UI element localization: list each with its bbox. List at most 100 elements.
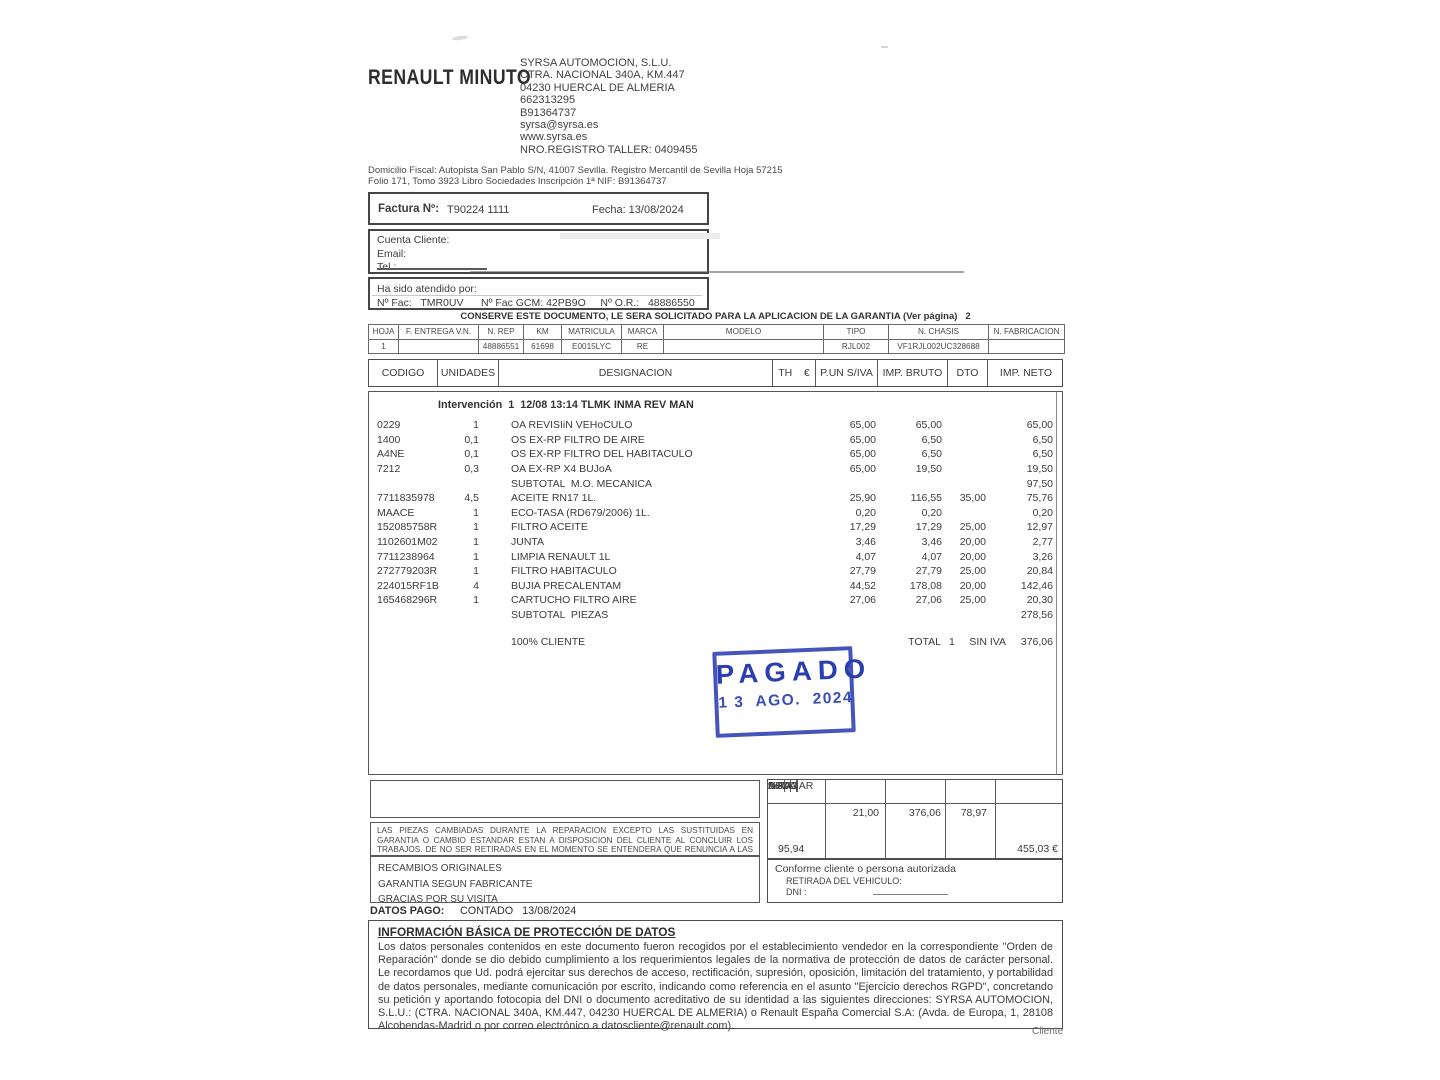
invoice-number-box: Factura Nº: T90224 1111 Fecha: 13/08/202…: [368, 192, 709, 225]
table-row: SUBTOTAL M.O. MECANICA 97,50: [369, 476, 1064, 491]
vehicle-value-cell: 48886551: [479, 339, 524, 353]
gracias-line: GRACIAS POR SU VISITA: [378, 894, 498, 905]
table-row: 7711835978 4,5 ACEITE RN17 1L. 25,90 116…: [369, 491, 1064, 506]
vehicle-header-cell: F. ENTREGA V.N.: [399, 325, 479, 340]
customer-approval-box: Conforme cliente o persona autorizada RE…: [767, 859, 1063, 903]
item-gross-amount: 27,06: [915, 594, 942, 607]
items-header-cell: CODIGO: [369, 360, 438, 386]
table-row: SUBTOTAL PIEZAS 278,56: [369, 608, 1064, 623]
items-right-rule: [1056, 392, 1057, 774]
item-discount: 35,00: [959, 492, 986, 505]
totals-column-rule: [885, 780, 886, 858]
payment-value: CONTADO 13/08/2024: [460, 905, 577, 917]
vehicle-header-cell: HOJA: [369, 325, 399, 340]
vehicle-value-cell: VF1RJL002UC328688: [889, 339, 989, 353]
item-code: MAACE: [377, 506, 415, 519]
cliente-footer-label: Cliente: [1032, 1026, 1064, 1037]
item-unit-price: 44,52: [849, 579, 876, 592]
divider: [372, 295, 702, 296]
approval-title: Conforme cliente o persona autorizada: [775, 863, 956, 875]
item-gross-amount: 116,55: [910, 492, 942, 505]
item-gross-amount: 6,50: [921, 448, 942, 461]
sin-iva-label: SIN IVA: [969, 636, 1006, 648]
item-designation: OS EX-RP FILTRO DE AIRE: [511, 433, 645, 446]
company-info-line: CTRA. NACIONAL 340A, KM.447: [520, 69, 685, 82]
totals-header-cell: A PAGAR: [768, 780, 814, 792]
client-account-label: Cuenta Cliente:: [377, 234, 450, 246]
item-code: 0229: [377, 419, 401, 432]
item-gross-amount: 3,46: [921, 536, 942, 549]
items-table-header-row: CODIGO UNIDADES DESIGNACION TH € P.UN S/IVA I…: [368, 359, 1063, 387]
total-label: TOTAL: [908, 636, 941, 648]
items-header-cell: UNIDADES: [438, 360, 499, 386]
privacy-info-box: INFORMACIÓN BÁSICA DE PROTECCIÓN DE DATO…: [368, 920, 1063, 1032]
item-gross-amount: 6,50: [921, 433, 942, 446]
totals-column-rule: [995, 780, 996, 858]
item-discount: 25,00: [959, 565, 986, 578]
item-gross-amount: 19,50: [915, 463, 942, 476]
company-info-line: www.syrsa.es: [520, 131, 588, 144]
item-designation: BUJIA PRECALENTAM: [511, 579, 622, 592]
vehicle-value-cell: [399, 339, 479, 353]
item-unit-price: 65,00: [849, 448, 876, 461]
a-pagar-value: 455,03 €: [1017, 843, 1058, 855]
company-info-line: syrsa@syrsa.es: [520, 119, 599, 132]
item-units: 1: [473, 565, 479, 578]
item-unit-price: 65,00: [849, 433, 876, 446]
client-percent-label: 100% CLIENTE: [511, 636, 586, 648]
item-unit-price: 65,00: [849, 419, 876, 432]
company-info-line: NRO.REGISTRO TALLER: 0409455: [520, 143, 698, 156]
vehicle-header-cell: MATRICULA: [562, 325, 622, 340]
item-code: 1400: [377, 433, 401, 446]
item-units: 0,3: [464, 463, 479, 476]
company-info-line: 04230 HUERCAL DE ALMERIA: [520, 81, 675, 94]
vehicle-value-cell: RJL002: [824, 339, 889, 353]
item-units: 4,5: [464, 492, 479, 505]
scan-artifact: [881, 46, 888, 48]
invoice-date: Fecha: 13/08/2024: [592, 204, 684, 216]
item-gross-amount: 65,00: [915, 419, 942, 432]
client-email-label: Email:: [377, 247, 407, 260]
item-net-amount: 65,00: [1026, 419, 1053, 432]
totals-header-cell: NETO: [768, 780, 798, 792]
item-units: 1: [473, 521, 479, 534]
fiscal-address: Domicilio Fiscal: Autopista San Pablo S/…: [368, 165, 783, 188]
item-unit-price: 65,00: [849, 463, 876, 476]
item-designation: FILTRO ACEITE: [511, 521, 588, 534]
item-designation: SUBTOTAL PIEZAS: [511, 609, 609, 622]
items-header-cell: P.UN S/IVA: [816, 360, 878, 386]
item-code: 152085758R: [377, 521, 438, 534]
item-unit-price: 25,90: [849, 492, 876, 505]
privacy-body: Los datos personales contenidos en este …: [378, 941, 1053, 1033]
attended-by-label: Ha sido atendido por:: [377, 283, 477, 295]
payment-label: DATOS PAGO:: [370, 905, 445, 917]
attended-by-box: Ha sido atendido por: Nº Fac: TMR0UV Nº …: [368, 277, 709, 310]
vehicle-header-cell: TIPO: [824, 325, 889, 340]
item-designation: JUNTA: [511, 536, 545, 549]
item-code: 165468296R: [377, 594, 438, 607]
item-net-amount: 20,30: [1026, 594, 1053, 607]
item-net-amount: 20,84: [1026, 565, 1053, 578]
item-discount: 25,00: [959, 521, 986, 534]
privacy-title: INFORMACIÓN BÁSICA DE PROTECCIÓN DE DATO…: [378, 925, 676, 939]
warranty-notes-box: RECAMBIOS ORIGINALES GARANTIA SEGUN FABR…: [370, 856, 760, 905]
vehicle-value-cell: [664, 339, 824, 353]
scan-artifact: [451, 34, 469, 42]
vehicle-table: HOJA F. ENTREGA V.N. N. REP KM MATRICULA MARC…: [368, 324, 1065, 354]
item-units: 0,1: [464, 433, 479, 446]
item-unit-price: 4,07: [855, 550, 876, 563]
total-sin-iva-value: 376,06: [1020, 636, 1053, 648]
table-row: A4NE 0,1 OS EX-RP FILTRO DEL HABITACULO …: [369, 447, 1064, 462]
totals-header-cell: IVA: [768, 780, 786, 792]
item-net-amount: 12,97: [1026, 521, 1053, 534]
company-info-block: SYRSA AUTOMOCION, S.L.U. CTRA. NACIONAL …: [520, 57, 698, 156]
vehicle-table-header-row: HOJA F. ENTREGA V.N. N. REP KM MATRICULA MARC…: [369, 325, 1064, 340]
redacted-smudge: [560, 233, 720, 239]
totals-header-row: DTO% IVA NETO IVA A PAGAR: [768, 780, 1062, 804]
items-header-cell: IMP. BRUTO: [878, 360, 948, 386]
items-header-cell: DESIGNACION: [499, 360, 773, 386]
long-scan-line: [470, 271, 964, 273]
totals-header-cell: % IVA: [768, 780, 798, 792]
items-header-cell: IMP. NETO: [999, 367, 1053, 379]
